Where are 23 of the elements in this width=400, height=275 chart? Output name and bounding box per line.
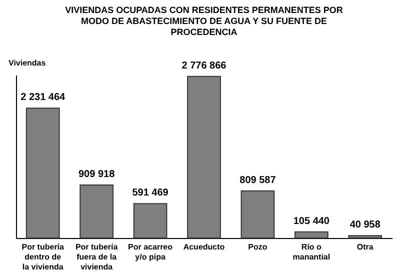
chart-title: VIVIENDAS OCUPADAS CON RESIDENTES PERMANENTES POR MODO DE ABASTECIMIENTO DE AGUA Y SU FUENTE DE PROCEDENCIA [65,5,344,37]
data-label: 909 918 [78,169,116,180]
bar [80,184,114,238]
bar [133,203,168,238]
y-axis-title: Viviendas [8,58,46,68]
x-tick-label: Por acarreo y/o pipa [128,242,173,262]
x-tick-label: Otra [356,242,374,252]
x-tick-label: Pozo [248,242,268,252]
bar [240,190,275,238]
bar [294,231,328,238]
x-tick-label: Por tubería fuera de la vivienda [75,242,118,272]
x-tick-label: Acueducto [183,242,225,252]
data-label: 2 776 866 [182,60,227,72]
data-label: 591 469 [132,188,169,199]
bar [187,76,221,238]
data-label: 40 958 [350,220,381,231]
data-label: 2 231 464 [20,92,66,104]
data-label: 105 440 [293,216,330,227]
bar [26,108,60,238]
data-label: 809 587 [240,174,276,186]
x-tick-label: Por tubería dentro de la vivienda [22,242,65,272]
bar [348,235,382,238]
x-tick-label: Río o manantial [292,242,330,262]
